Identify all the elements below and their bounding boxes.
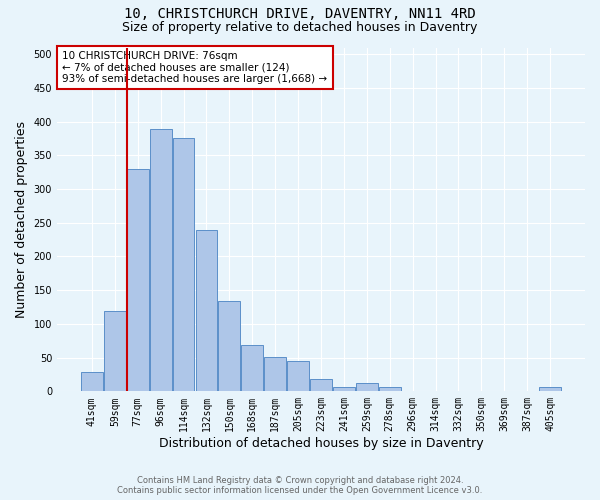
Bar (310, 379, 332, 392)
Bar (173, 138, 194, 392)
Bar (287, 361, 309, 392)
Text: 10 CHRISTCHURCH DRIVE: 76sqm
← 7% of detached houses are smaller (124)
93% of se: 10 CHRISTCHURCH DRIVE: 76sqm ← 7% of det… (62, 51, 328, 84)
Bar (265, 357, 286, 392)
X-axis label: Distribution of detached houses by size in Daventry: Distribution of detached houses by size … (159, 437, 484, 450)
Bar (379, 388, 401, 392)
Bar (333, 388, 355, 392)
Bar (81, 372, 103, 392)
Text: 10, CHRISTCHURCH DRIVE, DAVENTRY, NN11 4RD: 10, CHRISTCHURCH DRIVE, DAVENTRY, NN11 4… (124, 8, 476, 22)
Bar (218, 301, 240, 392)
Y-axis label: Number of detached properties: Number of detached properties (15, 121, 28, 318)
Bar (127, 169, 149, 392)
Bar (150, 129, 172, 392)
Bar (241, 346, 263, 392)
Bar (196, 230, 217, 392)
Bar (539, 388, 561, 392)
Bar (104, 311, 126, 392)
Text: Size of property relative to detached houses in Daventry: Size of property relative to detached ho… (122, 21, 478, 34)
Bar (356, 382, 378, 392)
Text: Contains HM Land Registry data © Crown copyright and database right 2024.
Contai: Contains HM Land Registry data © Crown c… (118, 476, 482, 495)
